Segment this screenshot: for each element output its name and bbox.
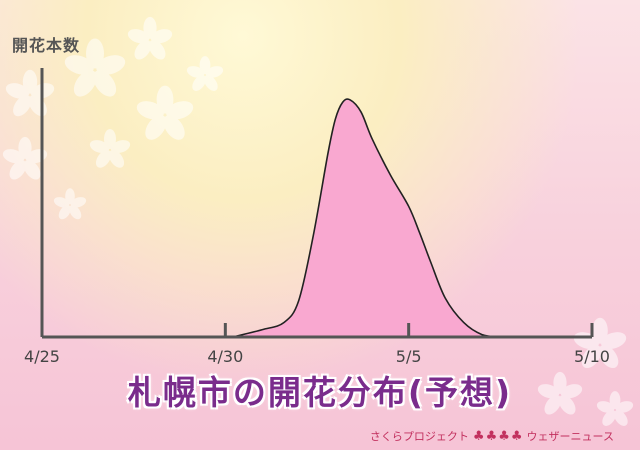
distribution-area [232,99,501,338]
x-tick-label: 5/10 [574,347,610,366]
cherry-tree-icon: ♣ ♣ ♣ ♣ [472,428,523,444]
distribution-line [232,98,501,338]
x-tick-label: 4/30 [207,347,243,366]
credit-publisher: ウェザーニュース [526,430,614,443]
x-tick-label: 5/5 [396,347,422,366]
credit-project: さくらプロジェクト [369,430,469,443]
credit-line: さくらプロジェクト ♣ ♣ ♣ ♣ ウェザーニュース [370,428,614,444]
chart-title: 札幌市の開花分布(予想) [127,373,513,412]
y-axis-label: 開花本数 [12,36,81,55]
x-tick-label: 4/25 [24,347,60,366]
